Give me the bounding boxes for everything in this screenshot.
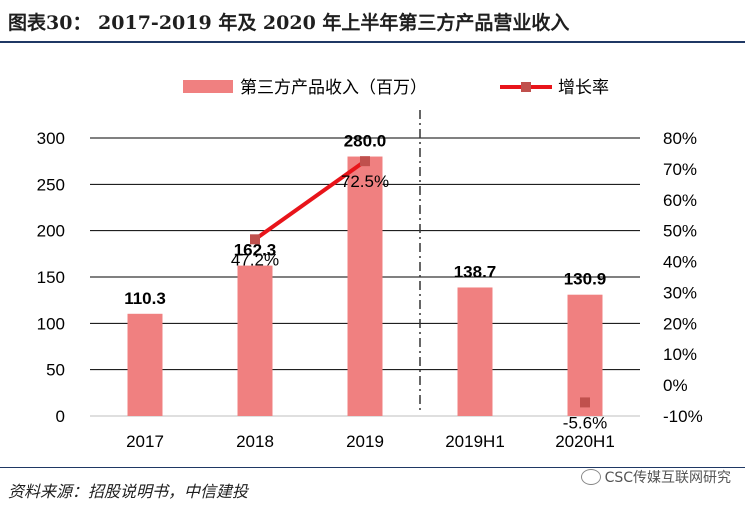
legend-bar-swatch xyxy=(183,80,233,93)
y-right-tick-label: 60% xyxy=(663,191,697,210)
x-tick-label: 2020H1 xyxy=(555,432,615,451)
growth-line-segment xyxy=(253,159,367,241)
y-right-tick-label: 40% xyxy=(663,253,697,272)
x-tick-label: 2017 xyxy=(126,432,164,451)
y-right-tick-label: 70% xyxy=(663,160,697,179)
x-tick-label: 2018 xyxy=(236,432,274,451)
y-left-tick-label: 50 xyxy=(46,361,65,380)
chart-area: 0 50 100 150 200 250 300 -10% 0% 10% 20% 30% 40% 50% 6… xyxy=(37,78,703,451)
bar xyxy=(567,294,603,416)
bar-value-label: 110.3 xyxy=(124,289,166,308)
figure-title: 图表30： 2017-2019 年及 2020 年上半年第三方产品营业收入 xyxy=(8,12,570,34)
title-divider xyxy=(0,41,745,43)
y-left-tick-label: 300 xyxy=(37,129,65,148)
bar xyxy=(237,265,273,416)
bar-value-label: 138.7 xyxy=(454,262,497,281)
y-left-tick-label: 250 xyxy=(37,175,65,194)
x-tick-label: 2019H1 xyxy=(445,432,505,451)
growth-value-label: 47.2% xyxy=(231,250,279,269)
y-left-tick-label: 200 xyxy=(37,222,65,241)
y-left-tick-label: 0 xyxy=(56,407,65,426)
growth-marker xyxy=(360,156,370,167)
legend-line-marker xyxy=(521,82,531,92)
growth-value-label: 72.5% xyxy=(341,172,389,191)
legend-line-label: 增长率 xyxy=(558,78,609,98)
y-right-tick-label: 20% xyxy=(663,314,697,333)
y-right-tick-label: -10% xyxy=(663,407,703,426)
x-tick-label: 2019 xyxy=(346,432,384,451)
bar-value-label: 130.9 xyxy=(564,270,607,289)
legend-bar-label: 第三方产品收入（百万） xyxy=(240,78,427,98)
growth-marker xyxy=(250,234,260,245)
bar xyxy=(457,287,493,416)
y-right-tick-label: 10% xyxy=(663,345,697,364)
bar-value-label: 280.0 xyxy=(344,132,387,151)
watermark: CSC传媒互联网研究 xyxy=(580,467,731,487)
source-note: 资料来源：招股说明书，中信建投 xyxy=(8,482,249,501)
y-left-tick-label: 100 xyxy=(37,314,65,333)
y-left-tick-label: 150 xyxy=(37,268,65,287)
y-right-tick-label: 80% xyxy=(663,129,697,148)
bar xyxy=(347,156,383,417)
growth-value-label: -5.6% xyxy=(563,413,607,432)
y-right-tick-label: 0% xyxy=(663,376,688,395)
bar xyxy=(127,313,163,416)
wechat-icon xyxy=(580,469,601,485)
growth-marker xyxy=(580,397,590,408)
y-right-tick-label: 50% xyxy=(663,222,697,241)
footer-divider xyxy=(0,467,745,468)
y-right-tick-label: 30% xyxy=(663,283,697,302)
watermark-text: CSC传媒互联网研究 xyxy=(604,470,731,486)
bar-value-label: 162.3 xyxy=(234,241,277,260)
